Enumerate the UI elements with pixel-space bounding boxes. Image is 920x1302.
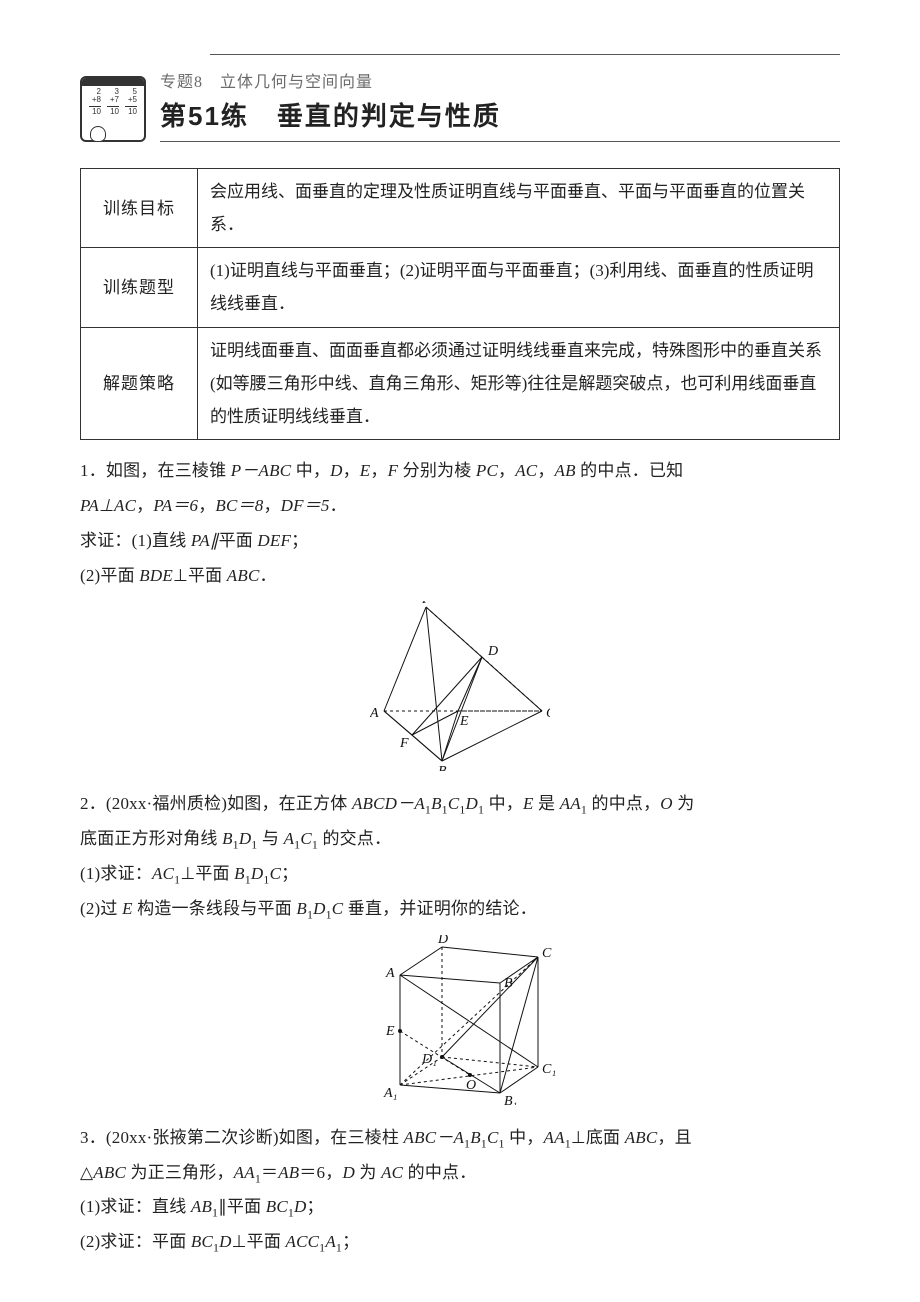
figure-1: P A B C D E F bbox=[80, 601, 840, 771]
svg-text:A: A bbox=[385, 966, 395, 981]
row-content: 会应用线、面垂直的定理及性质证明直线与平面垂直、平面与平面垂直的位置关系． bbox=[198, 169, 840, 248]
svg-text:C: C bbox=[546, 706, 550, 721]
problem-3: 3．(20xx·张掖第二次诊断)如图，在三棱柱 ABC－A1B1C1 中，AA1… bbox=[80, 1121, 840, 1260]
overview-table: 训练目标 会应用线、面垂直的定理及性质证明直线与平面垂直、平面与平面垂直的位置关… bbox=[80, 168, 840, 440]
figure-2: A B C D A₁ B₁ C₁ D₁ E O bbox=[80, 935, 840, 1105]
top-rule bbox=[210, 54, 840, 55]
svg-text:B: B bbox=[504, 976, 513, 991]
chapter-breadcrumb: 专题8 立体几何与空间向量 bbox=[160, 68, 840, 92]
table-row: 解题策略 证明线面垂直、面面垂直都必须通过证明线线垂直来完成，特殊图形中的垂直关… bbox=[81, 327, 840, 439]
svg-text:P: P bbox=[421, 601, 431, 607]
chapter-title: 第51练 垂直的判定与性质 bbox=[160, 96, 840, 142]
chapter-header: 2+810 3+710 5+510 专题8 立体几何与空间向量 第51练 垂直的… bbox=[80, 68, 840, 142]
chapter-icon: 2+810 3+710 5+510 bbox=[80, 76, 146, 142]
problem-2: 2．(20xx·福州质检)如图，在正方体 ABCD－A1B1C1D1 中，E 是… bbox=[80, 787, 840, 926]
svg-text:D₁: D₁ bbox=[421, 1052, 437, 1067]
svg-text:D: D bbox=[487, 644, 498, 659]
table-row: 训练目标 会应用线、面垂直的定理及性质证明直线与平面垂直、平面与平面垂直的位置关… bbox=[81, 169, 840, 248]
svg-text:O: O bbox=[466, 1078, 476, 1093]
svg-text:B: B bbox=[438, 764, 447, 771]
svg-text:A: A bbox=[370, 706, 379, 721]
svg-text:C: C bbox=[542, 946, 552, 961]
svg-text:F: F bbox=[399, 736, 409, 751]
svg-text:A₁: A₁ bbox=[383, 1086, 397, 1101]
svg-text:E: E bbox=[459, 714, 469, 729]
svg-text:C₁: C₁ bbox=[542, 1062, 556, 1077]
svg-text:B₁: B₁ bbox=[504, 1094, 517, 1105]
row-label: 训练目标 bbox=[81, 169, 198, 248]
svg-text:D: D bbox=[437, 935, 448, 947]
svg-text:E: E bbox=[385, 1024, 395, 1039]
table-row: 训练题型 (1)证明直线与平面垂直；(2)证明平面与平面垂直；(3)利用线、面垂… bbox=[81, 248, 840, 327]
problem-1: 1．如图，在三棱锥 P－ABC 中，D，E，F 分别为棱 PC，AC，AB 的中… bbox=[80, 454, 840, 593]
